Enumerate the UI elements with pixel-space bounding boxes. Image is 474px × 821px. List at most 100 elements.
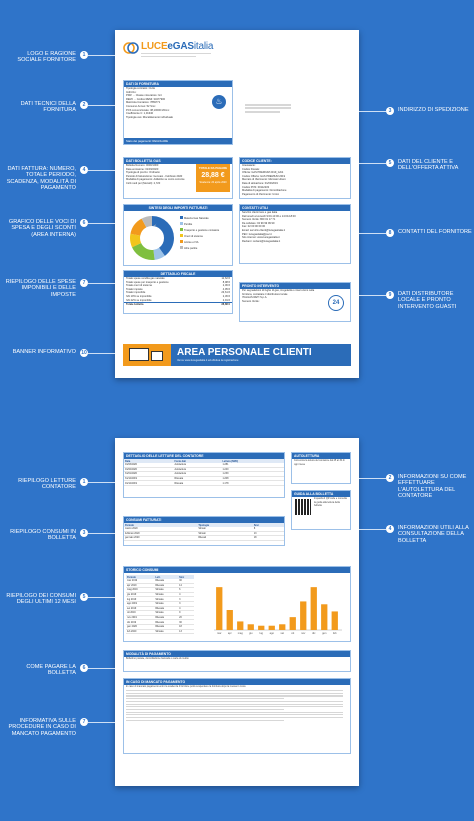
emergency-title: Pronto intervento <box>240 283 350 289</box>
tax-summary-value: 2,06 € <box>222 284 230 288</box>
amounts-chart-box: Sintesi degli importi fatturati Materia … <box>123 204 233 266</box>
customer-area-banner[interactable]: Area personale clienti Vai su www.lucega… <box>123 344 351 366</box>
customer-data-row: Intestatario: <box>242 164 256 167</box>
readings-row: 31/01/2020 Autolettura 1.239 <box>124 471 284 477</box>
table-cell: giu 2019 <box>126 592 155 598</box>
tax-summary-label: Totale imponibile <box>126 291 146 295</box>
x-tick-label: set <box>281 631 285 635</box>
readings-row: 01/12/2019 Rilevata 1.178 <box>124 480 284 486</box>
callout-leader-line <box>88 597 115 598</box>
logo-part-italia: italia <box>193 41 214 52</box>
table-cell: Autolettura <box>173 467 222 473</box>
column-header: Smc <box>178 575 194 579</box>
legend-label: Oneri di sistema <box>184 235 203 238</box>
table-cell: nov 2019 <box>126 615 155 621</box>
callout-number-badge: 5 <box>386 159 394 167</box>
self-read-title: Autolettura <box>292 453 350 459</box>
callout-label: Informativa sulle procedure in caso di m… <box>8 718 76 737</box>
supply-data-row: Consumo Annuo: 52 Smc <box>126 104 156 108</box>
history-row: feb 2020 Stimata 13 <box>126 629 194 635</box>
tax-summary-total-value: 28,88 € <box>221 303 230 307</box>
column-header: Lett. <box>154 575 179 579</box>
customer-data-row: Codice POS: 00112233 <box>242 185 270 189</box>
table-cell: 30 <box>178 579 194 584</box>
invoice-data-title: Dati bolletta GAS <box>124 158 232 164</box>
guide-title: Guida alla bolletta <box>292 491 350 497</box>
callout-number-badge: 2 <box>386 474 394 482</box>
callout-number-badge: 7 <box>80 718 88 726</box>
x-tick-label: mar <box>217 631 222 635</box>
non-payment-box: In caso di mancato pagamento In caso di … <box>123 678 351 754</box>
non-payment-title: In caso di mancato pagamento <box>124 679 350 685</box>
supply-data-row: Coefficiente C: 1,01340 <box>126 112 154 116</box>
customer-data-title: Codice cliente: <box>240 158 350 164</box>
invoice-data-row: Data emissione: 01/03/2020 <box>126 167 159 171</box>
text-line-placeholder <box>126 716 343 719</box>
column-header: Data <box>124 459 174 463</box>
callout-label: Dati tecnici della fornitura <box>20 101 76 114</box>
x-tick-label: gen <box>322 632 327 635</box>
self-read-text: Comunica la lettura del contatore dal 25… <box>294 459 345 466</box>
callout-number-badge: 6 <box>80 664 88 672</box>
callout-leader-line <box>359 478 386 479</box>
history-row: dic 2019 Rilevata 30 <box>126 619 194 625</box>
table-cell: gen 2020 <box>126 624 155 630</box>
callout-number-badge: 3 <box>80 529 88 537</box>
contact-row: Servizio clienti luce e gas italia <box>242 211 278 214</box>
emergency-row: ITALGAS RETI S.p.A. <box>242 296 268 300</box>
text-line-placeholder <box>126 692 343 694</box>
donut-slice <box>130 216 174 260</box>
contact-row: Email: servizio.clienti@lucegasitalia.it <box>242 228 285 232</box>
consumption-title: Consumi fatturati <box>124 517 284 523</box>
callout-label: Dati fattura: numero, totale periodo, sc… <box>6 166 76 192</box>
x-tick-label: ott <box>291 631 294 635</box>
callout-label: Dati del cliente e dell'offerta attiva <box>398 159 459 172</box>
callout-number-badge: 4 <box>80 166 88 174</box>
banner-subtitle: Vai su www.lucegasitalia.it ed effettua … <box>177 359 239 362</box>
contact-row: Da cellulare: 02 99 99 99 99 <box>242 221 275 225</box>
tax-summary-box: Dettaglio fiscale Totale spese vendita g… <box>123 270 233 314</box>
x-tick-label: ago <box>270 632 275 635</box>
consumption-bar <box>279 624 286 630</box>
total-due-box: Totale da pagare 28,88 € Scadenza: 20 ap… <box>196 164 230 192</box>
contact-row: Reclami: reclami@lucegasitalia.it <box>242 239 281 243</box>
table-cell: 4 <box>178 592 194 598</box>
text-line-placeholder <box>126 719 285 721</box>
table-cell: 14 <box>178 583 194 589</box>
readings-title: Dettaglio delle letture del contatore <box>124 453 284 459</box>
table-cell: 1.178 <box>221 480 284 486</box>
table-cell: 31/12/2019 <box>124 476 174 482</box>
table-cell: 9 <box>178 610 194 616</box>
history-row: mag 2019 Stimata 6 <box>126 587 194 593</box>
table-cell: 18 <box>178 624 194 630</box>
table-cell: dic 2019 <box>126 619 155 625</box>
callout-number-badge: 7 <box>80 279 88 287</box>
callout-number-badge: 3 <box>386 107 394 115</box>
readings-box: Dettaglio delle letture del contatore Da… <box>123 452 285 498</box>
due-date: Scadenza: 20 aprile 2020 <box>199 181 227 184</box>
tax-summary-value: 8,98 € <box>222 280 230 284</box>
callout-label: Banner informativo <box>12 349 76 355</box>
donut-slice <box>130 216 174 260</box>
callout-label: Logo e ragione sociale fornitore <box>17 51 76 64</box>
table-cell: Stimata <box>154 596 179 602</box>
table-cell: 1.281 <box>221 463 284 468</box>
callout-number-badge: 8 <box>386 229 394 237</box>
table-cell: 3 <box>178 596 194 602</box>
table-cell: 31/01/2020 <box>124 471 174 477</box>
table-cell: Rilevata <box>154 615 179 621</box>
invoice-data-row: Modalità di pagamento: Addebito su conto… <box>126 178 185 182</box>
supply-data-row: PDR: ... Classe misuratore: G4 <box>126 94 162 98</box>
legend-swatch <box>180 240 183 243</box>
emergency-box: Pronto intervento Per segnalazioni di fu… <box>239 282 351 322</box>
history-row: ott 2019 Stimata 9 <box>126 610 194 616</box>
emergency-row: Per segnalazioni di fughe di gas, irrego… <box>242 289 315 296</box>
amounts-donut-chart <box>130 216 174 260</box>
payment-status: Stato dei pagamenti: REGOLARE <box>124 138 232 144</box>
callout-label: Riepilogo consumi in bolletta <box>10 529 76 542</box>
amounts-chart-title: Sintesi degli importi fatturati <box>124 205 232 211</box>
donut-legend-item: Oneri di sistema <box>180 234 232 240</box>
consumption-row: marzo 2020 Stimati 8 <box>124 527 284 532</box>
table-cell: 20 <box>178 615 194 621</box>
text-line-placeholder <box>126 700 343 703</box>
